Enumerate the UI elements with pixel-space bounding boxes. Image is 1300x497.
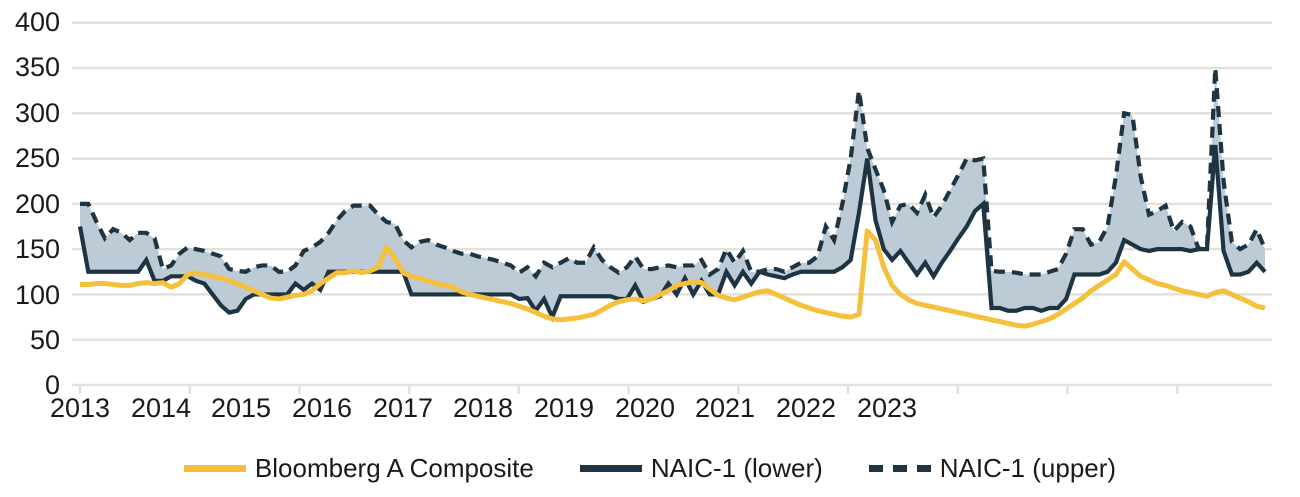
y-axis-label-250: 250: [14, 143, 60, 173]
y-axis-label-100: 100: [14, 280, 60, 310]
legend-label-bloomberg: Bloomberg A Composite: [254, 453, 534, 483]
legend-item-bloomberg[interactable]: Bloomberg A Composite: [183, 453, 534, 484]
y-axis-label-400: 400: [14, 7, 60, 37]
x-axis-label-2015: 2015: [210, 393, 272, 423]
x-axis-label-2020: 2020: [614, 393, 676, 423]
legend-label-naic1-upper: NAIC-1 (upper): [939, 453, 1117, 483]
legend-swatch-bloomberg: [183, 465, 246, 472]
legend-swatch-naic1-lower: [579, 465, 642, 472]
axis-ticks: [78, 385, 1179, 394]
x-axis-label-2018: 2018: [452, 393, 514, 423]
legend-swatch-naic1-upper: [868, 465, 931, 472]
y-axis-label-50: 50: [29, 325, 60, 355]
y-axis-label-0: 0: [44, 370, 60, 400]
x-axis-label-2014: 2014: [130, 393, 192, 423]
x-axis-label-2022: 2022: [775, 393, 837, 423]
x-axis-label-2019: 2019: [533, 393, 595, 423]
x-axis-label-2021: 2021: [694, 393, 756, 423]
x-axis-label-2023: 2023: [856, 393, 918, 423]
gridlines: [72, 21, 1272, 387]
x-axis-label-2016: 2016: [291, 393, 353, 423]
bloomberg-a-composite-line: [80, 228, 1266, 329]
y-axis-label-300: 300: [14, 98, 60, 128]
naic1-upper-line: [80, 67, 1267, 280]
legend-label-naic1-lower: NAIC-1 (lower): [650, 453, 823, 483]
legend-item-naic1-upper[interactable]: NAIC-1 (upper): [868, 453, 1117, 484]
y-axis-label-150: 150: [14, 234, 60, 264]
y-axis-label-350: 350: [14, 52, 60, 82]
y-axis-label-200: 200: [14, 189, 60, 219]
naic1-band-area: [80, 67, 1265, 318]
legend-item-naic1-lower[interactable]: NAIC-1 (lower): [579, 453, 823, 484]
x-axis-label-2017: 2017: [372, 393, 434, 423]
x-axis-label-2013: 2013: [49, 393, 111, 423]
chart-legend: Bloomberg A Composite NAIC-1 (lower) NAI…: [0, 440, 1300, 497]
